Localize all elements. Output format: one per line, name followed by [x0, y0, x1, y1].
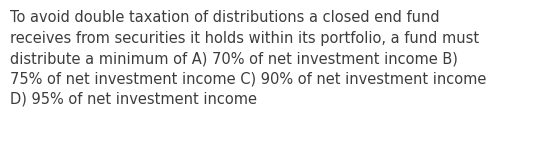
Text: To avoid double taxation of distributions a closed end fund
receives from securi: To avoid double taxation of distribution… [10, 10, 487, 107]
